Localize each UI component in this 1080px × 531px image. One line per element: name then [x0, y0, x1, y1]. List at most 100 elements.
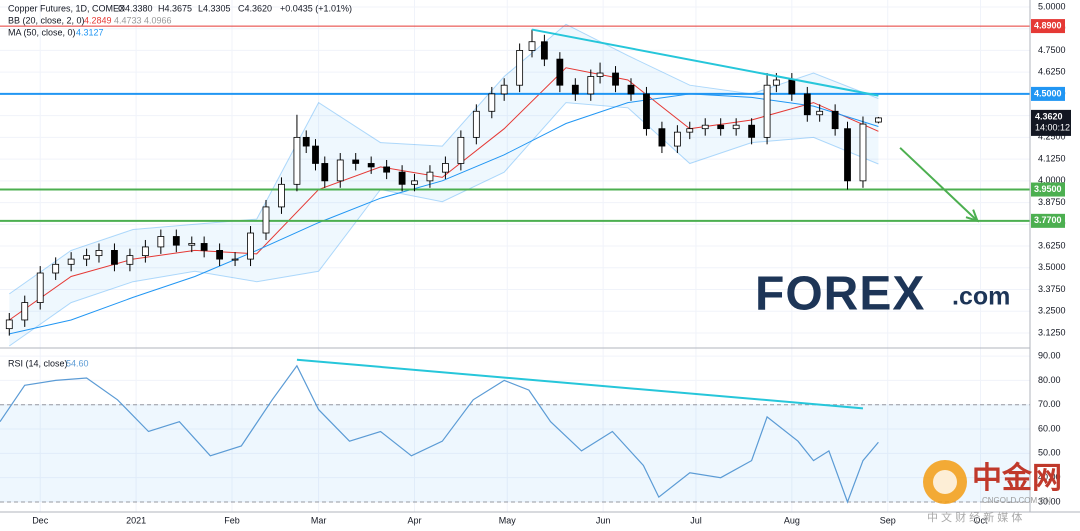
candle-body: [442, 163, 449, 173]
ohlc-value: H4.3675: [158, 3, 192, 13]
y-tick-label: 4.0000: [1038, 175, 1066, 185]
last-price-label: 4.3620: [1035, 111, 1063, 121]
logo-suffix: .com: [952, 283, 1010, 311]
candle-body: [83, 255, 91, 260]
candle-body: [312, 145, 319, 164]
rsi-tick-label: 70.00: [1038, 399, 1061, 409]
y-tick-label: 4.6250: [1038, 67, 1066, 77]
candle-body: [488, 93, 496, 112]
candle-body: [717, 124, 725, 130]
candle-body: [701, 124, 709, 130]
candle-body: [67, 258, 75, 265]
candle-body: [686, 128, 694, 133]
x-tick-label: May: [499, 515, 517, 525]
candle-body: [875, 117, 882, 123]
candle-body: [763, 84, 771, 138]
candle-body: [571, 84, 579, 95]
watermark-icon-inner: [933, 470, 957, 494]
candle-body: [411, 180, 418, 185]
bb-value: 4.0966: [144, 15, 172, 25]
y-tick-label: 3.3750: [1038, 284, 1066, 294]
candle-body: [126, 255, 134, 265]
legend-bb: BB (20, close, 2, 0): [8, 15, 85, 25]
y-tick-label: 4.2500: [1038, 132, 1066, 142]
candle-body: [111, 250, 118, 265]
bb-basis: [9, 67, 879, 321]
candle-body: [643, 93, 650, 130]
plot: [0, 23, 1030, 504]
candle-body: [5, 319, 13, 330]
level-label-bg: [1031, 182, 1065, 197]
candle-body: [216, 250, 224, 260]
candle-body: [587, 76, 595, 95]
logo-brand: FOREX: [755, 268, 925, 321]
candle-body: [141, 246, 149, 257]
x-tick-label: Mar: [311, 515, 327, 525]
rsi-tick-label: 90.00: [1038, 350, 1061, 360]
candle-body: [457, 136, 465, 164]
rsi-tick-label: 50.00: [1038, 448, 1061, 458]
candle-body: [52, 263, 60, 274]
level-label-bg: [1031, 213, 1065, 228]
bb-upper: [9, 23, 879, 295]
x-tick-label: Dec: [32, 515, 49, 525]
y-tick-label: 3.6250: [1038, 240, 1066, 250]
candle-body: [302, 136, 310, 147]
y-tick-label: 3.5000: [1038, 262, 1066, 272]
bb-area: [9, 24, 879, 347]
candle-body: [426, 171, 434, 182]
candle-body: [336, 159, 344, 182]
candle-body: [528, 41, 536, 51]
candle-body: [748, 124, 756, 138]
candle-body: [627, 84, 635, 95]
level-label: 3.7700: [1034, 215, 1062, 225]
candle-body: [516, 50, 524, 86]
candle-body: [398, 171, 406, 185]
y-tick-label: 3.8750: [1038, 197, 1066, 207]
level-label: 3.9500: [1034, 184, 1062, 194]
level-label-bg: [1031, 19, 1065, 34]
rsi-tick-label: 80.00: [1038, 375, 1061, 385]
x-tick-label: Aug: [784, 515, 800, 525]
candle-body: [556, 58, 564, 86]
y-tick-label: 4.7500: [1038, 45, 1066, 55]
x-tick-label: Jun: [596, 515, 611, 525]
candle-body: [21, 302, 29, 321]
arrow-head: [965, 209, 980, 223]
candle-body: [596, 72, 604, 77]
x-tick-label: 2021: [126, 515, 146, 525]
rsi-tick-label: 60.00: [1038, 423, 1061, 433]
ohlc-value: C4.3620: [238, 3, 272, 13]
level-label-bg: [1031, 86, 1065, 101]
candle-body: [540, 41, 548, 60]
legend: Copper Futures, 1D, COMEX BB (20, close,…: [8, 3, 352, 368]
candle-body: [352, 159, 360, 164]
candle-body: [844, 128, 851, 182]
legend-rsi-value: 54.60: [66, 358, 89, 368]
rsi-tick-label: 40.00: [1038, 472, 1061, 482]
candle-body: [831, 110, 839, 130]
candle-body: [278, 183, 285, 208]
candle-body: [36, 272, 44, 303]
rsi-trendline: [296, 358, 864, 410]
x-tick-label: Jul: [690, 515, 702, 525]
bb-value: 4.2849: [84, 15, 112, 25]
ma-value: 4.3127: [76, 27, 104, 37]
candle-body: [231, 258, 239, 261]
last-price-timer: 14:00:12: [1035, 122, 1070, 132]
candle-body: [732, 124, 740, 130]
candle-body: [500, 84, 508, 95]
candle-body: [859, 123, 867, 182]
candle-body: [293, 136, 301, 185]
ohlc-value: O4.3380: [118, 3, 153, 13]
candle-body: [788, 79, 796, 95]
watermark-site: CNGOLD.COM.CN: [982, 496, 1051, 505]
candle-body: [95, 250, 103, 257]
candle-body: [673, 131, 681, 147]
y-tick-label: 3.2500: [1038, 306, 1066, 316]
candle-body: [172, 236, 180, 246]
candle-body: [612, 72, 619, 86]
bb-lower: [9, 102, 879, 347]
